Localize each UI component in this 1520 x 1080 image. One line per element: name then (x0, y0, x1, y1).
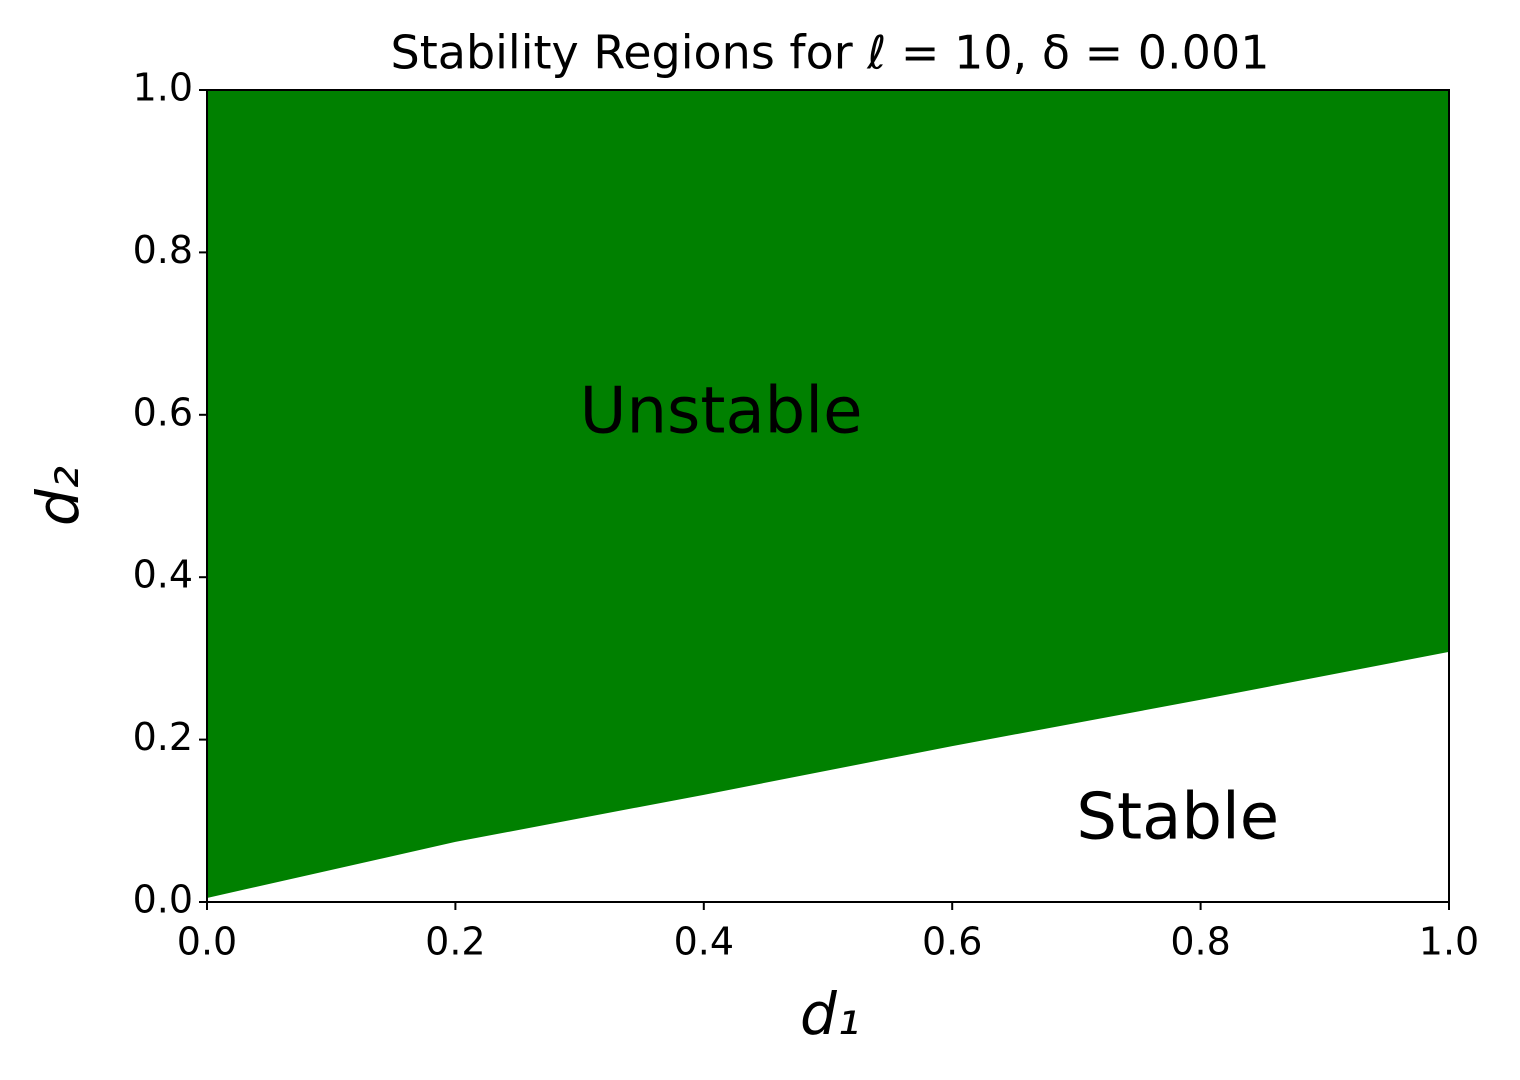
x-tick-label: 0.8 (1170, 920, 1230, 964)
plot-frame (206, 89, 1450, 903)
y-tick-label: 0.8 (133, 228, 193, 272)
y-tick-label: 0.0 (133, 878, 193, 922)
y-tick-label: 0.2 (133, 715, 193, 759)
x-tick-label: 0.2 (425, 920, 485, 964)
x-tick-label: 0.6 (922, 920, 982, 964)
annotation: Stable (1076, 780, 1279, 854)
region-area (207, 90, 1449, 898)
y-tick-label: 1.0 (133, 66, 193, 110)
y-tick-label: 0.4 (133, 553, 193, 597)
chart-title: Stability Regions for ℓ = 10, δ = 0.001 (391, 26, 1270, 80)
annotation: Unstable (580, 374, 863, 448)
x-tick-label: 0.0 (177, 920, 237, 964)
x-tick-label: 0.4 (674, 920, 734, 964)
x-axis-label: d₁ (800, 980, 860, 1048)
y-axis-label: d₂ (24, 466, 92, 526)
x-tick-label: 1.0 (1419, 920, 1479, 964)
y-tick-label: 0.6 (133, 390, 193, 434)
